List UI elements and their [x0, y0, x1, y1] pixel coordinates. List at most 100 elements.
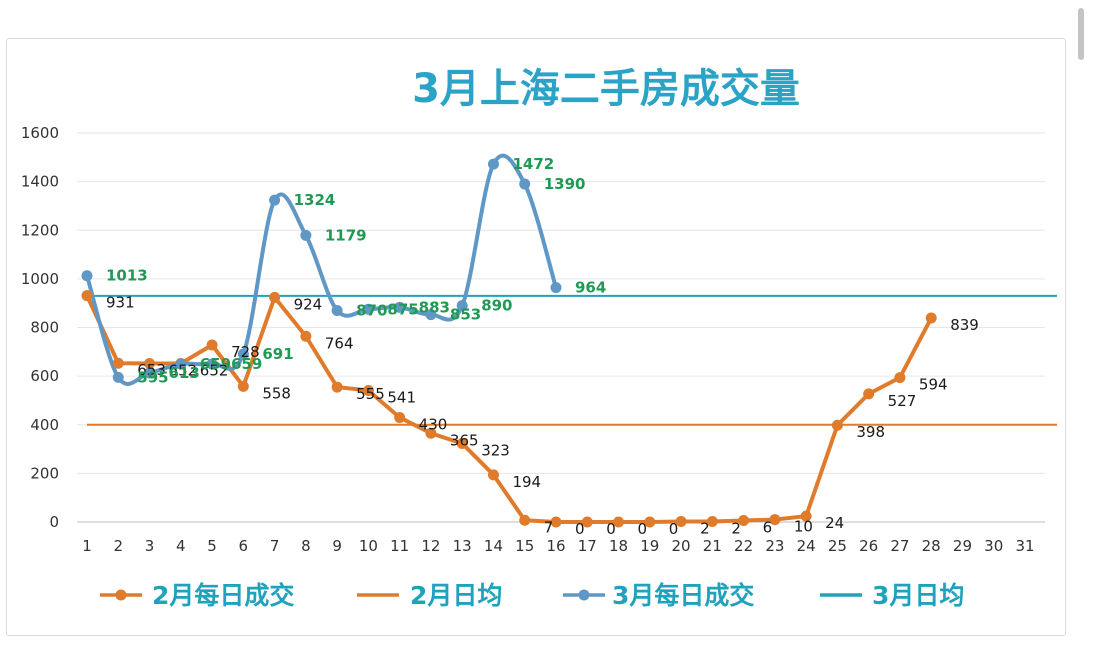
mar-point: [237, 348, 249, 360]
legend-label: 2月每日成交: [152, 581, 294, 610]
mar-data-label: 1013: [106, 267, 148, 285]
feb-data-label: 24: [825, 514, 844, 532]
series-lines: [81, 153, 937, 528]
legend-marker: [115, 589, 127, 601]
x-tick-label: 12: [421, 537, 440, 555]
legend-marker: [578, 589, 590, 601]
average-lines: [87, 294, 1057, 426]
y-tick-label: 600: [30, 367, 59, 385]
feb-point: [144, 357, 156, 369]
feb-point: [112, 357, 124, 369]
feb-data-label: 555: [356, 385, 385, 403]
mar-data-label: 595: [137, 368, 168, 386]
mar-point: [331, 304, 343, 316]
x-tick-label: 25: [828, 537, 847, 555]
feb-data-label: 194: [512, 473, 541, 491]
feb-point: [394, 411, 406, 423]
x-tick-label: 17: [578, 537, 597, 555]
chart-frame: [6, 38, 1066, 636]
mar-data-label: 613: [169, 364, 200, 382]
x-tick-label: 31: [1015, 537, 1034, 555]
feb-data-label: 7: [544, 518, 554, 536]
y-tick-label: 1200: [21, 221, 59, 239]
x-tick-label: 16: [546, 537, 565, 555]
feb-data-label: 931: [106, 294, 135, 312]
feb-point: [831, 419, 843, 431]
feb-point: [300, 330, 312, 342]
x-tick-label: 21: [703, 537, 722, 555]
chart-title: 3月上海二手房成交量: [412, 66, 800, 112]
x-tick-label: 15: [515, 537, 534, 555]
feb-data-label: 0: [606, 520, 616, 538]
feb-data-label: 541: [387, 388, 416, 406]
mar-point: [269, 194, 281, 206]
feb-point: [362, 384, 374, 396]
feb-data-label: 0: [669, 520, 679, 538]
mar-data-label: 659: [200, 355, 231, 373]
feb-point: [894, 372, 906, 384]
feb-data-label: 0: [575, 520, 585, 538]
x-tick-label: 18: [609, 537, 628, 555]
feb-data-label: 652: [169, 361, 198, 379]
feb-data-label: 365: [450, 431, 479, 449]
feb-point: [863, 388, 875, 400]
x-tick-label: 14: [484, 537, 503, 555]
feb-point: [644, 516, 656, 528]
x-tick-label: 11: [390, 537, 409, 555]
feb-data-label: 594: [919, 376, 948, 394]
feb-point: [206, 339, 218, 351]
mar-point: [206, 358, 218, 370]
x-tick-label: 13: [453, 537, 472, 555]
mar-data-label: 691: [262, 345, 293, 363]
y-tick-label: 1000: [21, 270, 59, 288]
mar-point: [487, 158, 499, 170]
feb-point: [425, 427, 437, 439]
y-axis: 0 200 400 600 800 1000 1200 1400 1600: [21, 124, 59, 531]
x-tick-label: 6: [239, 537, 249, 555]
legend-label: 2月日均: [410, 581, 502, 610]
y-tick-label: 200: [30, 464, 59, 482]
y-tick-label: 400: [30, 416, 59, 434]
x-tick-label: 7: [270, 537, 280, 555]
x-tick-label: 1: [82, 537, 92, 555]
mar-data-label: 870: [356, 301, 387, 319]
feb-data-label: 558: [262, 384, 291, 402]
feb-data-label: 924: [294, 295, 323, 313]
feb-point: [925, 312, 937, 324]
mar-point: [81, 270, 93, 282]
x-tick-label: 3: [145, 537, 155, 555]
feb-data-label: 323: [481, 441, 510, 459]
feb-data-label: 2: [731, 520, 741, 538]
feb-data-label: 527: [888, 392, 917, 410]
feb-data-label: 10: [794, 518, 813, 536]
mar-point: [175, 358, 187, 370]
feb-point: [487, 469, 499, 481]
legend-label: 3月每日成交: [612, 581, 754, 610]
scrollbar[interactable]: [1078, 8, 1084, 60]
x-tick-label: 2: [113, 537, 123, 555]
mar-data-label: 853: [450, 306, 481, 324]
feb-point: [519, 514, 531, 526]
feb-point: [800, 510, 812, 522]
feb-point: [675, 516, 687, 528]
mar-point: [550, 282, 562, 294]
x-tick-label: 27: [890, 537, 909, 555]
x-tick-label: 24: [797, 537, 816, 555]
y-tick-label: 1600: [21, 124, 59, 142]
mar-point: [300, 229, 312, 241]
feb-daily-line: [85, 294, 933, 524]
x-tick-label: 22: [734, 537, 753, 555]
feb-point: [769, 514, 781, 526]
feb-data-label: 2: [700, 520, 710, 538]
x-axis: 1 2 3 4 5 6 7 8 9 10 11 12 13 14 15 16 17 18 19 20 21 22 23 24 2…: [82, 537, 1034, 555]
feb-point: [738, 515, 750, 527]
feb-data-label: 6: [763, 519, 773, 537]
x-tick-label: 8: [301, 537, 311, 555]
feb-point: [237, 380, 249, 392]
x-tick-label: 30: [984, 537, 1003, 555]
feb-data-label: 839: [950, 316, 979, 334]
feb-point: [456, 437, 468, 449]
x-tick-label: 26: [859, 537, 878, 555]
feb-data-label: 0: [638, 520, 648, 538]
